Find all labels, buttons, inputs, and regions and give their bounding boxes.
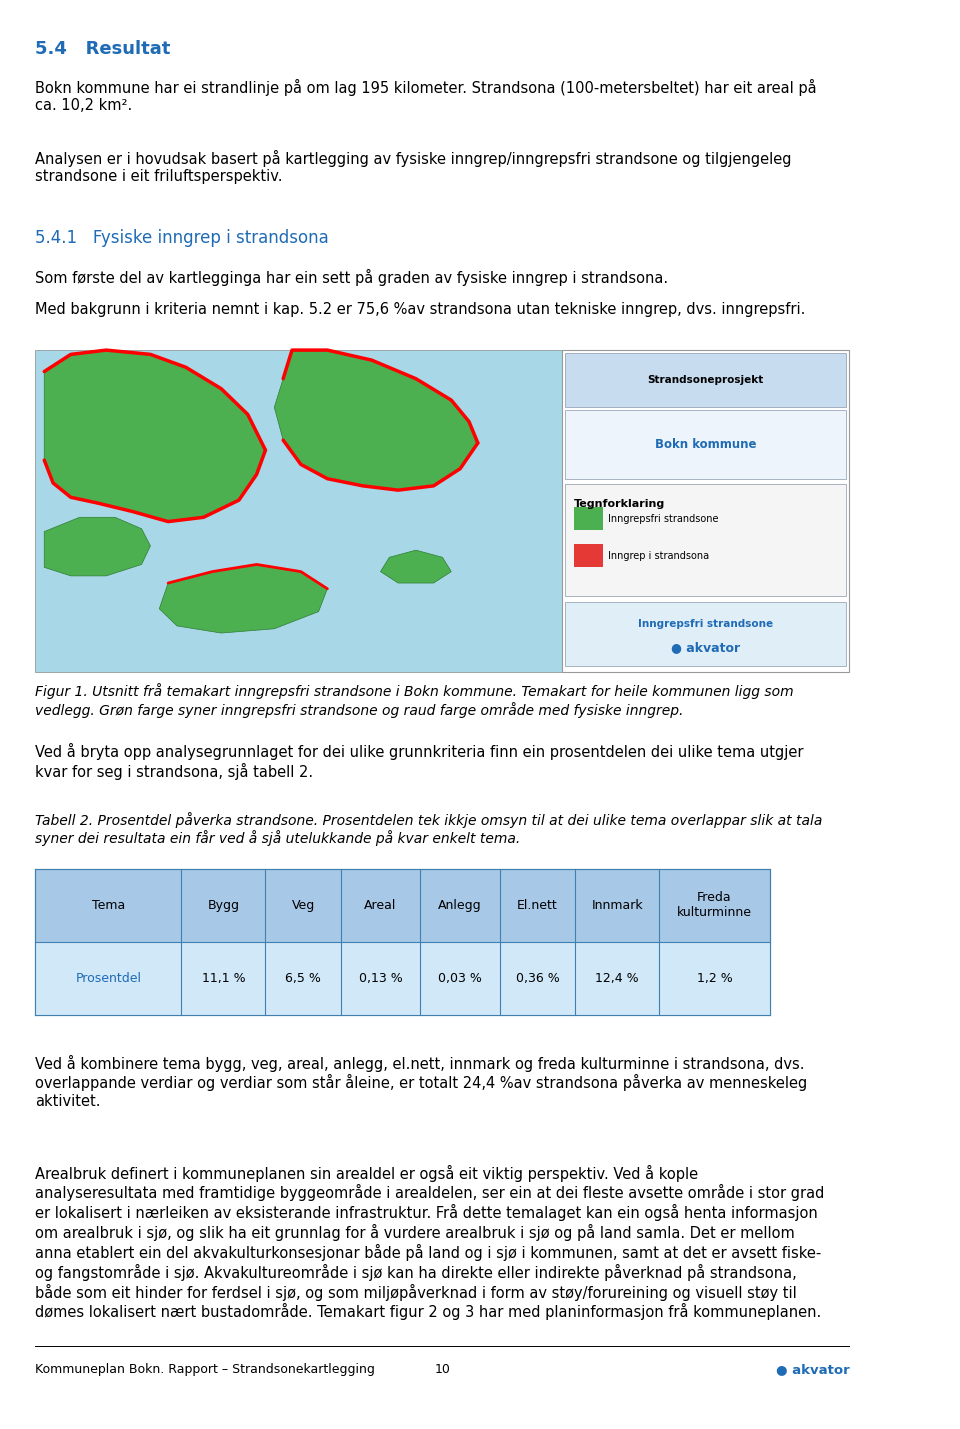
Bar (562, 350, 850, 672)
Text: Bokn kommune har ei strandlinje på om lag 195 kilometer. Strandsona (100-metersb: Bokn kommune har ei strandlinje på om la… (36, 79, 817, 113)
Text: Figur 1. Utsnitt frå temakart inngrepsfri strandsone i Bokn kommune. Temakart fo: Figur 1. Utsnitt frå temakart inngrepsfr… (36, 683, 794, 717)
Text: Arealbruk definert i kommuneplanen sin arealdel er også eit viktig perspektiv. V: Arealbruk definert i kommuneplanen sin a… (36, 1165, 825, 1320)
Text: 6,5 %: 6,5 % (285, 972, 321, 985)
Text: El.nett: El.nett (517, 899, 558, 912)
Text: Prosentdel: Prosentdel (76, 972, 141, 985)
Text: Som første del av kartlegginga har ein sett på graden av fysiske inngrep i stran: Som første del av kartlegginga har ein s… (36, 269, 668, 286)
Text: 0,03 %: 0,03 % (438, 972, 482, 985)
Text: 12,4 %: 12,4 % (595, 972, 639, 985)
Text: 0,36 %: 0,36 % (516, 972, 560, 985)
Text: Strandsoneprosjekt: Strandsoneprosjekt (648, 376, 764, 384)
Text: 5.4.1   Fysiske inngrep i strandsona: 5.4.1 Fysiske inngrep i strandsona (36, 229, 329, 247)
Text: Bygg: Bygg (207, 899, 239, 912)
Text: 5.4   Resultat: 5.4 Resultat (36, 40, 171, 59)
Text: 11,1 %: 11,1 % (202, 972, 245, 985)
Polygon shape (44, 517, 151, 576)
Text: Analysen er i hovudsak basert på kartlegging av fysiske inngrep/inngrepsfri stra: Analysen er i hovudsak basert på kartleg… (36, 150, 792, 184)
Text: ● akvator: ● akvator (671, 642, 740, 654)
Text: Tema: Tema (92, 899, 125, 912)
Text: 0,13 %: 0,13 % (359, 972, 402, 985)
Polygon shape (44, 350, 266, 522)
Text: Anlegg: Anlegg (439, 899, 482, 912)
Text: 10: 10 (435, 1363, 450, 1376)
Text: Inngrepsfri strandsone: Inngrepsfri strandsone (608, 514, 718, 523)
Text: Veg: Veg (292, 899, 315, 912)
Text: Innmark: Innmark (591, 899, 643, 912)
Bar (574, 544, 603, 567)
Bar (565, 484, 846, 596)
Text: Tabell 2. Prosentdel påverka strandsone. Prosentdelen tek ikkje omsyn til at dei: Tabell 2. Prosentdel påverka strandsone.… (36, 812, 823, 846)
Text: Freda
kulturminne: Freda kulturminne (677, 892, 752, 919)
Polygon shape (380, 550, 451, 583)
Bar (36, 869, 770, 1015)
Bar (565, 410, 846, 479)
Text: Inngrepsfri strandsone: Inngrepsfri strandsone (638, 619, 773, 629)
Text: Bokn kommune: Bokn kommune (655, 437, 756, 452)
Bar (565, 602, 846, 666)
Bar (565, 353, 846, 407)
Text: Ved å bryta opp analysegrunnlaget for dei ulike grunnkriteria finn ein prosentde: Ved å bryta opp analysegrunnlaget for de… (36, 743, 804, 780)
Text: ● akvator: ● akvator (776, 1363, 850, 1376)
Text: Ved å kombinere tema bygg, veg, areal, anlegg, el.nett, innmark og freda kulturm: Ved å kombinere tema bygg, veg, areal, a… (36, 1055, 807, 1109)
Polygon shape (159, 564, 327, 633)
Text: Med bakgrunn i kriteria nemnt i kap. 5.2 er 75,6 %av strandsona utan tekniske in: Med bakgrunn i kriteria nemnt i kap. 5.2… (36, 302, 805, 316)
Bar (36, 942, 770, 1015)
Polygon shape (275, 350, 478, 490)
Text: 1,2 %: 1,2 % (697, 972, 732, 985)
Text: Tegnforklaring: Tegnforklaring (574, 499, 665, 509)
Bar (574, 507, 603, 530)
Text: Kommuneplan Bokn. Rapport – Strandsonekartlegging: Kommuneplan Bokn. Rapport – Strandsoneka… (36, 1363, 375, 1376)
Text: Inngrep i strandsona: Inngrep i strandsona (608, 552, 709, 560)
Text: Areal: Areal (364, 899, 396, 912)
Bar (36, 350, 850, 672)
